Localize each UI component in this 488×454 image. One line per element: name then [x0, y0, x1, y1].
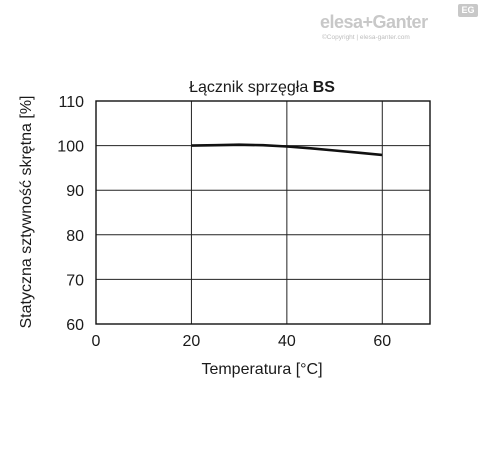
- y-tick-label: 70: [66, 272, 84, 289]
- brand-badge: EG: [458, 4, 478, 17]
- y-tick-label: 100: [57, 139, 84, 156]
- chart-title-prefix: Łącznik sprzęgła: [189, 79, 313, 96]
- brand-logo-block: elesa+Ganter EG ©Copyright | elesa-gante…: [318, 4, 484, 46]
- y-tick-label: 60: [66, 317, 84, 334]
- series-layer: [191, 143, 383, 157]
- y-tick-label: 80: [66, 228, 84, 245]
- plot-frame: [95, 100, 431, 325]
- y-tick-label: 110: [58, 94, 84, 111]
- brand-copyright: ©Copyright | elesa-ganter.com: [322, 34, 410, 41]
- chart-title: Łącznik sprzęgła BS: [189, 79, 335, 96]
- brand-logo: elesa+Ganter: [320, 12, 428, 32]
- series-line: [191, 143, 383, 157]
- grid-lines: [95, 100, 430, 325]
- x-tick-label: 0: [92, 333, 101, 350]
- x-tick-label: 40: [278, 333, 296, 350]
- tick-labels: 60 70 80 90 100 110 0 20 40 60: [57, 94, 391, 350]
- x-tick-label: 60: [373, 333, 391, 350]
- x-axis-label: Temperatura [°C]: [201, 361, 322, 378]
- y-tick-label: 90: [66, 183, 84, 200]
- x-tick-label: 20: [183, 333, 201, 350]
- y-axis-label: Statyczna sztywność skrętna [%]: [18, 96, 35, 329]
- chart-title-bold: BS: [313, 79, 336, 96]
